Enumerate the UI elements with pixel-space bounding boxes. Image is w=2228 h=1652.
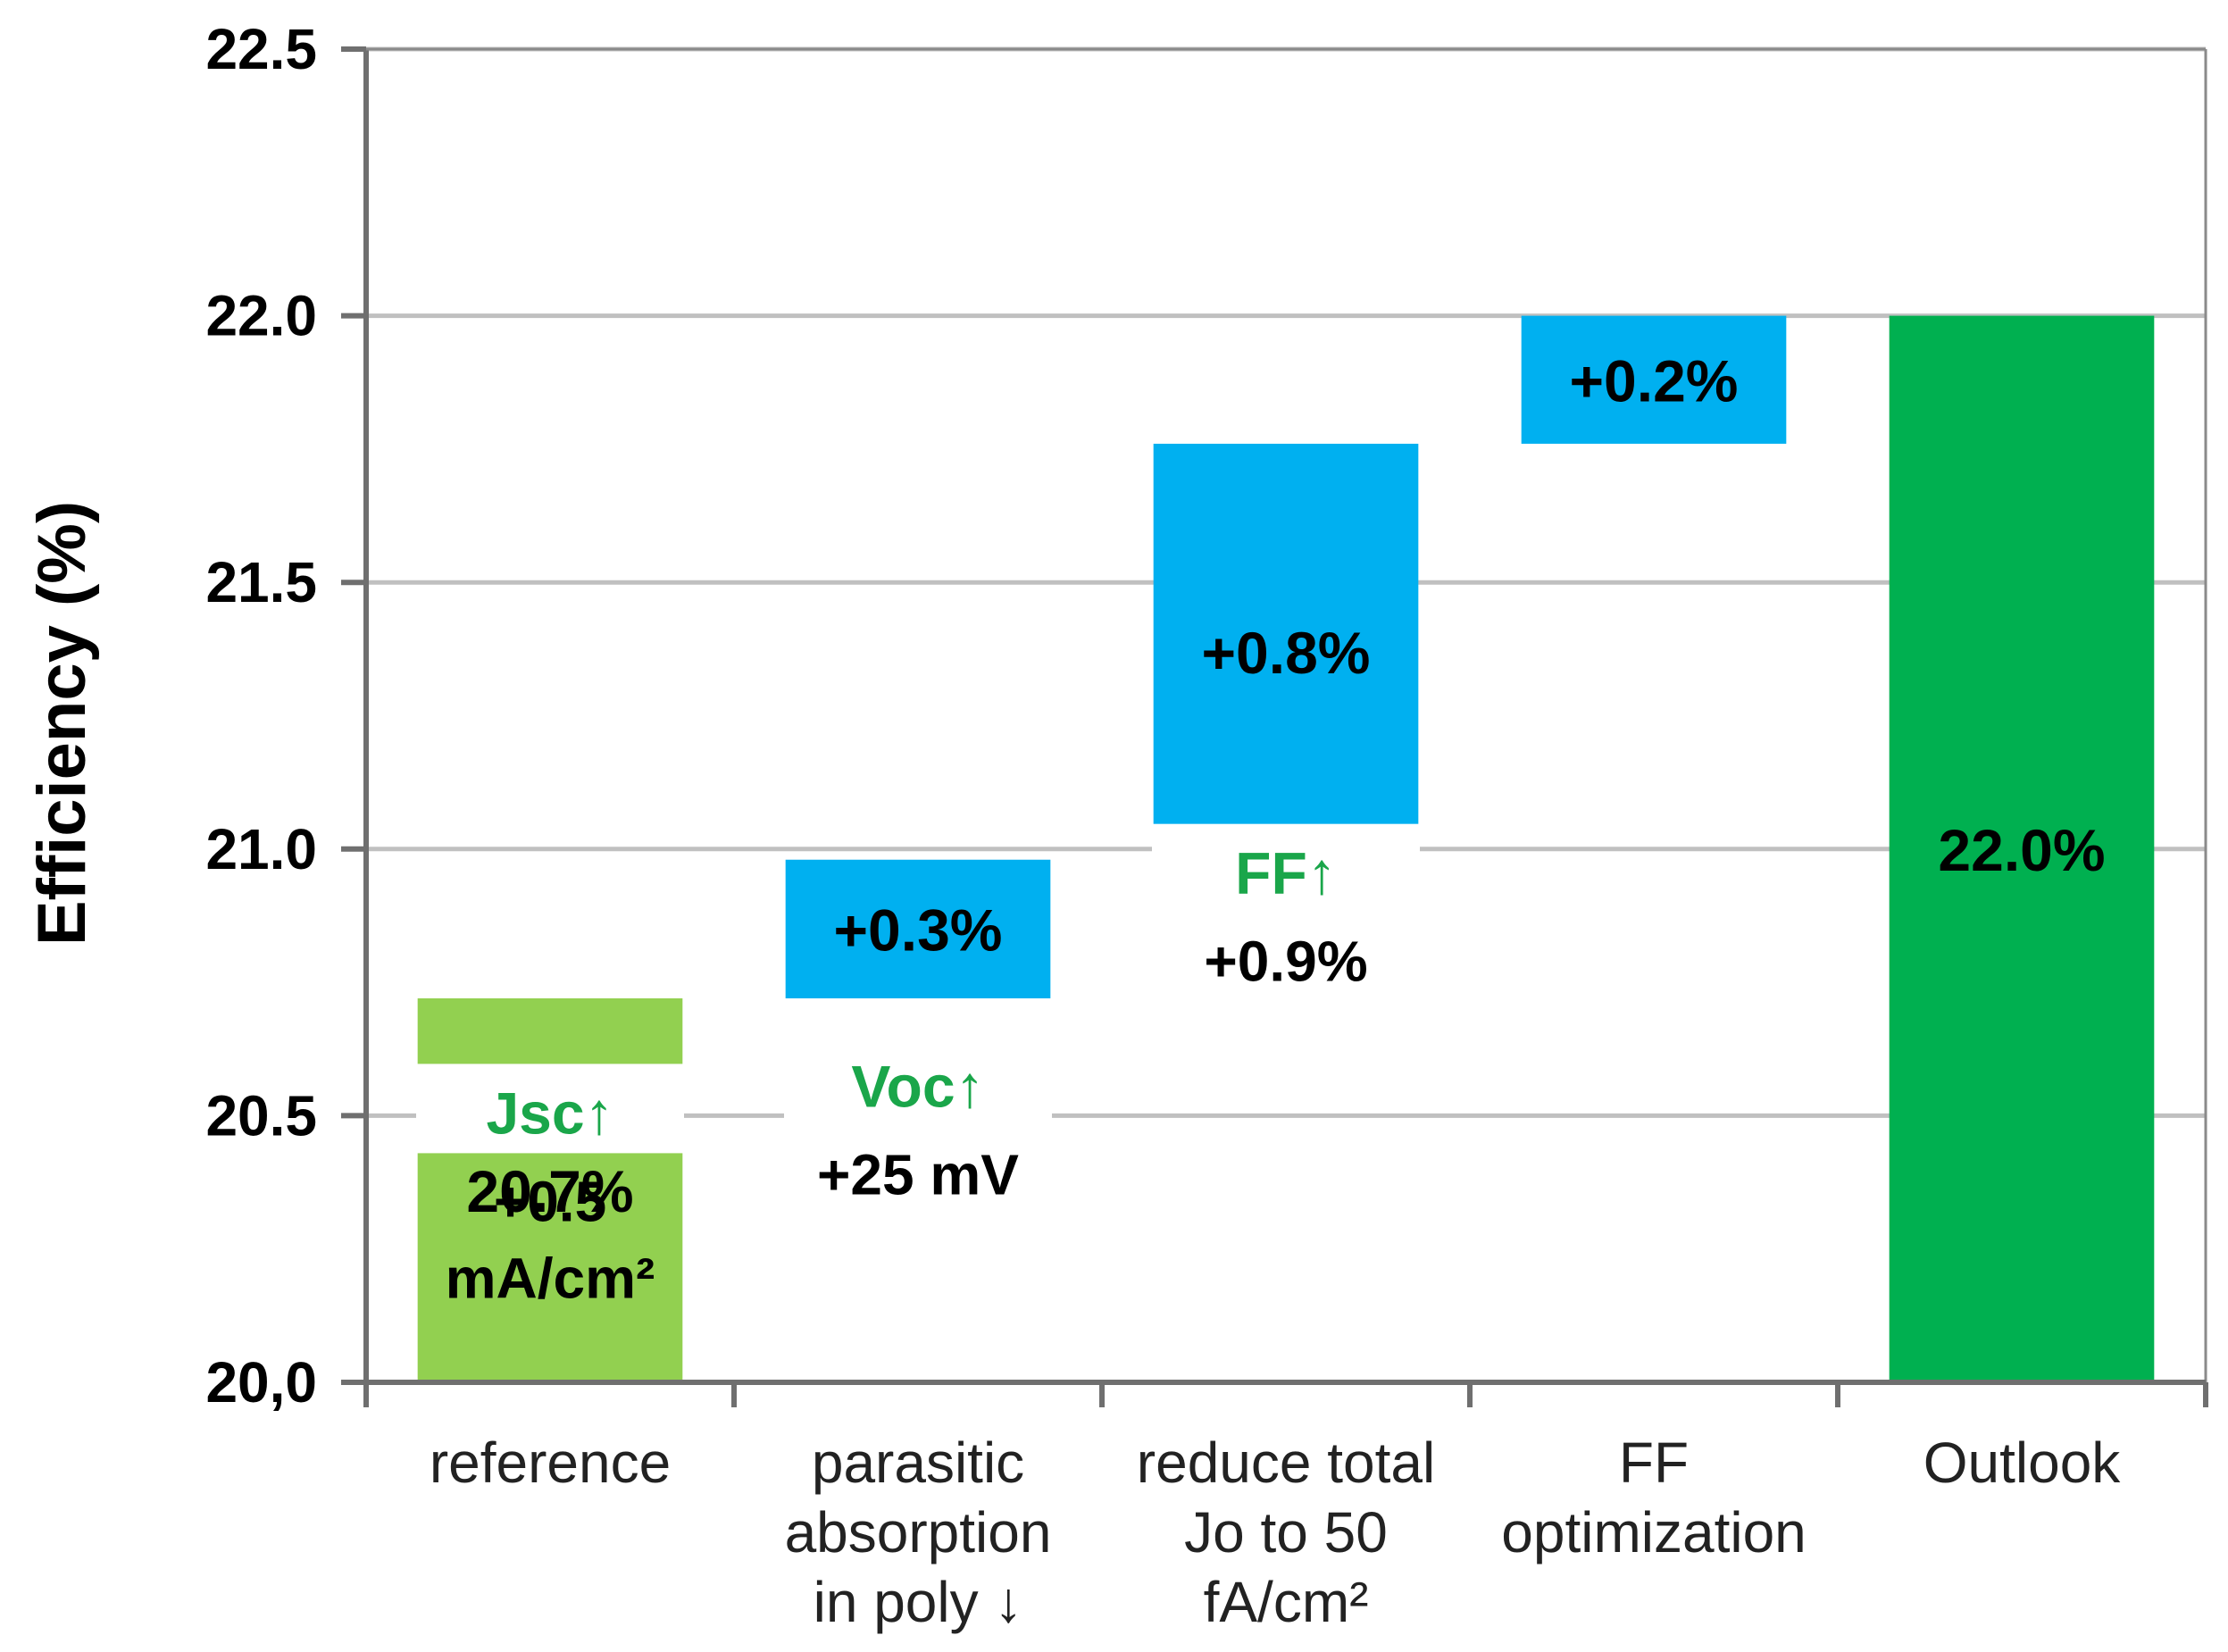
x-category-label: Jo to 50 — [1184, 1500, 1388, 1564]
annotation-background — [784, 1037, 1052, 1127]
x-category-label: Outlook — [1923, 1431, 2122, 1495]
y-tick-label: 20.5 — [205, 1083, 317, 1147]
x-category-label: fA/cm² — [1204, 1570, 1369, 1634]
x-category-label: optimization — [1501, 1500, 1807, 1564]
bar-value-label: 20.7% — [466, 1158, 633, 1224]
bar-value-label: +0.2% — [1570, 347, 1739, 413]
annotation-background — [416, 1064, 684, 1154]
y-tick-label: 20,0 — [205, 1350, 317, 1414]
annotation-value: mA/cm² — [446, 1246, 655, 1310]
y-tick-labels: 20,0 20.5 21.0 21.5 22.0 22.5 — [205, 17, 317, 1414]
x-category-label: FF — [1619, 1431, 1689, 1495]
annotation-value: +25 mV — [817, 1143, 1019, 1207]
x-category-label: reduce total — [1137, 1431, 1435, 1495]
annotations: Jsc↑ +0.5 mA/cm² Voc↑ +25 mV FF↑ +0.9% — [416, 823, 1420, 1310]
bar — [1889, 315, 2155, 1383]
annotation-background — [1152, 823, 1420, 914]
x-category-label: in poly ↓ — [814, 1570, 1023, 1634]
bar-value-label: +0.3% — [834, 897, 1003, 963]
annotation-value: +0.5 — [494, 1169, 606, 1233]
bar — [417, 998, 683, 1382]
annotation-value: +0.9% — [1204, 930, 1367, 994]
y-tick-label: 21.5 — [205, 550, 317, 614]
y-axis-title: Efficiency (%) — [24, 501, 100, 946]
bars: 20.7% +0.3% +0.8% +0.2% 22.0% — [417, 315, 2155, 1383]
y-tick-label: 21.0 — [205, 817, 317, 881]
y-tick-label: 22.5 — [205, 17, 317, 81]
annotation-title: Jsc↑ — [486, 1080, 613, 1146]
x-category-label: reference — [430, 1431, 671, 1495]
bar — [785, 859, 1051, 999]
y-tick-label: 22.0 — [205, 284, 317, 348]
bar — [1153, 443, 1419, 860]
bar — [1521, 315, 1787, 444]
annotation-title: FF↑ — [1235, 840, 1337, 906]
x-category-label: parasitic — [812, 1431, 1024, 1495]
axes — [341, 46, 2208, 1407]
x-category-label: absorption — [785, 1500, 1052, 1564]
annotation-title: Voc↑ — [851, 1054, 984, 1120]
bar-value-label: 22.0% — [1938, 817, 2105, 883]
bar-value-label: +0.8% — [1202, 620, 1371, 686]
